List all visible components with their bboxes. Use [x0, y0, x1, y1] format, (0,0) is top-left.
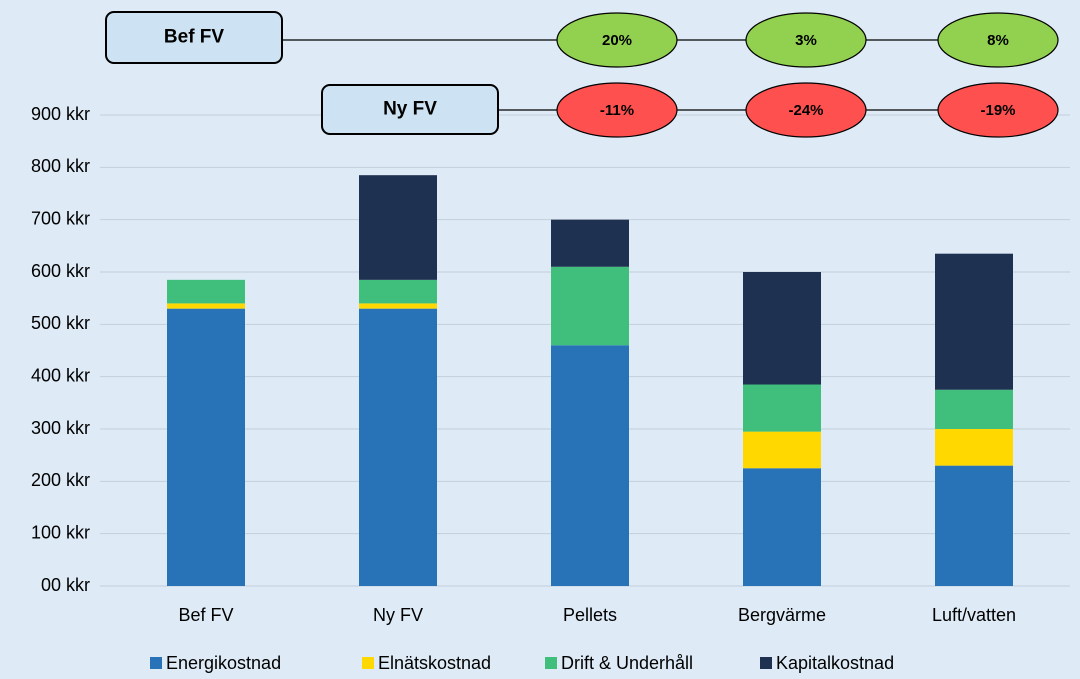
bar-segment — [743, 431, 821, 469]
x-tick-label: Ny FV — [373, 605, 423, 625]
bar-segment — [743, 272, 821, 385]
annotation-value: -19% — [980, 102, 1015, 119]
annotation-label: Ny FV — [383, 99, 437, 120]
annotation-label: Bef FV — [164, 27, 225, 48]
bar-segment — [935, 429, 1013, 466]
bar-segment — [743, 468, 821, 586]
x-tick-label: Bergvärme — [738, 605, 826, 625]
bar-segment — [935, 253, 1013, 390]
annotation-ellipse — [556, 82, 678, 138]
x-tick-label: Bef FV — [178, 605, 233, 625]
annotation-value: -11% — [600, 102, 634, 119]
legend-swatch — [150, 657, 162, 669]
legend-swatch — [545, 657, 557, 669]
bar-segment — [167, 303, 245, 309]
bar-segment — [359, 303, 437, 309]
bar-segment — [551, 266, 629, 346]
annotation-value: -24% — [788, 102, 823, 119]
annotation-box — [321, 84, 499, 135]
annotation-value: 3% — [795, 32, 817, 49]
bar-segment — [551, 345, 629, 586]
legend-label: Energikostnad — [166, 653, 281, 673]
legend-label: Kapitalkostnad — [776, 653, 894, 673]
annotation-ellipse — [745, 82, 867, 138]
y-tick-label: 500 kkr — [31, 313, 90, 333]
y-tick-label: 200 kkr — [31, 470, 90, 490]
legend-swatch — [760, 657, 772, 669]
annotation-box — [105, 11, 283, 64]
annotation-value: 8% — [987, 32, 1009, 49]
bar-segment — [359, 175, 437, 280]
y-tick-label: 400 kkr — [31, 365, 90, 385]
x-tick-label: Luft/vatten — [932, 605, 1016, 625]
bar-segment — [359, 308, 437, 586]
bar-segment — [551, 219, 629, 267]
bar-segment — [167, 279, 245, 304]
annotation-value: 20% — [602, 32, 632, 49]
y-tick-label: 600 kkr — [31, 261, 90, 281]
annotation-ellipse — [745, 12, 867, 68]
annotation-ellipse — [937, 82, 1059, 138]
y-tick-label: 900 kkr — [31, 104, 90, 124]
bar-segment — [167, 308, 245, 586]
annotation-ellipse — [556, 12, 678, 68]
y-tick-label: 700 kkr — [31, 208, 90, 228]
y-tick-label: 300 kkr — [31, 418, 90, 438]
annotation-ellipse — [937, 12, 1059, 68]
y-tick-label: 800 kkr — [31, 156, 90, 176]
legend-label: Drift & Underhåll — [561, 653, 693, 673]
x-tick-label: Pellets — [563, 605, 617, 625]
legend-label: Elnätskostnad — [378, 653, 491, 673]
y-tick-label: 00 kkr — [41, 575, 90, 595]
bar-segment — [935, 465, 1013, 586]
bar-segment — [743, 384, 821, 432]
y-tick-label: 100 kkr — [31, 522, 90, 542]
bar-segment — [935, 389, 1013, 429]
legend-swatch — [362, 657, 374, 669]
bar-segment — [359, 279, 437, 304]
